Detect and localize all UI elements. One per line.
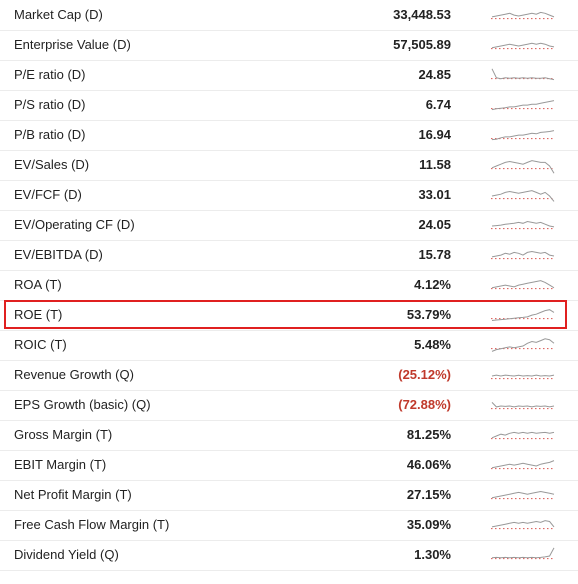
sparkline-chart <box>491 245 555 267</box>
metric-label[interactable]: Dividend Yield (Q) <box>14 547 119 562</box>
metric-value: 46.06% <box>406 457 451 472</box>
metric-value: 16.94 <box>418 127 451 142</box>
metric-label[interactable]: Free Cash Flow Margin (T) <box>14 517 170 532</box>
metric-row[interactable]: Free Cash Flow Margin (T) 35.09% <box>0 511 578 541</box>
metric-row[interactable]: ROE (T) 53.79% <box>0 301 578 331</box>
metric-row[interactable]: EV/Operating CF (D) 24.05 <box>0 211 578 241</box>
metric-row[interactable]: P/E ratio (D) 24.85 <box>0 61 578 91</box>
metric-label[interactable]: EPS Growth (basic) (Q) <box>14 397 151 412</box>
metric-row[interactable]: Enterprise Value (D) 57,505.89 <box>0 31 578 61</box>
sparkline-chart <box>491 5 555 27</box>
metric-value: 6.74 <box>425 97 451 112</box>
sparkline-trend <box>491 250 555 258</box>
metric-value: 33.01 <box>418 187 451 202</box>
metric-value: 1.30% <box>414 547 451 562</box>
metric-row[interactable]: EV/EBITDA (D) 15.78 <box>0 241 578 271</box>
metric-label[interactable]: EV/Operating CF (D) <box>14 217 135 232</box>
sparkline-chart <box>491 335 555 357</box>
metric-label[interactable]: Gross Margin (T) <box>14 427 113 442</box>
metric-label[interactable]: EBIT Margin (T) <box>14 457 107 472</box>
sparkline-trend <box>491 402 555 408</box>
metric-value: 33,448.53 <box>393 7 451 22</box>
metric-value: 35.09% <box>406 517 451 532</box>
metric-row[interactable]: EBIT Margin (T) 46.06% <box>0 451 578 481</box>
metric-label[interactable]: P/B ratio (D) <box>14 127 86 142</box>
metric-label[interactable]: Net Profit Margin (T) <box>14 487 132 502</box>
metric-value: 81.25% <box>406 427 451 442</box>
metric-label[interactable]: EV/Sales (D) <box>14 157 90 172</box>
sparkline-trend <box>491 374 555 377</box>
metric-row[interactable]: Dividend Yield (Q) 1.30% <box>0 541 578 571</box>
metric-row[interactable]: Market Cap (D) 33,448.53 <box>0 1 578 31</box>
metric-value: 27.15% <box>406 487 451 502</box>
sparkline-trend <box>491 490 555 499</box>
sparkline-trend <box>491 338 555 352</box>
sparkline-chart <box>491 365 555 387</box>
sparkline-chart <box>491 305 555 327</box>
sparkline-chart <box>491 485 555 507</box>
sparkline-chart <box>491 65 555 87</box>
metric-row[interactable]: Revenue Growth (Q) (25.12%) <box>0 361 578 391</box>
metric-value: 24.85 <box>418 67 451 82</box>
metric-value: 57,505.89 <box>393 37 451 52</box>
metric-row[interactable]: EPS Growth (basic) (Q) (72.88%) <box>0 391 578 421</box>
sparkline-chart <box>491 35 555 57</box>
sparkline-chart <box>491 275 555 297</box>
metric-label[interactable]: ROA (T) <box>14 277 62 292</box>
sparkline-trend <box>491 130 555 141</box>
metric-row[interactable]: ROA (T) 4.12% <box>0 271 578 301</box>
sparkline-trend <box>491 309 555 321</box>
metric-row[interactable]: ROIC (T) 5.48% <box>0 331 578 361</box>
metric-value: 4.12% <box>414 277 451 292</box>
sparkline-trend <box>491 68 555 81</box>
metric-label[interactable]: ROIC (T) <box>14 337 67 352</box>
metric-label[interactable]: Enterprise Value (D) <box>14 37 131 52</box>
metric-row[interactable]: Net Profit Margin (T) 27.15% <box>0 481 578 511</box>
metric-row[interactable]: EV/FCF (D) 33.01 <box>0 181 578 211</box>
metric-value: 15.78 <box>418 247 451 262</box>
sparkline-chart <box>491 455 555 477</box>
sparkline-chart <box>491 185 555 207</box>
metric-label[interactable]: EV/FCF (D) <box>14 187 82 202</box>
metric-label[interactable]: P/E ratio (D) <box>14 67 86 82</box>
metric-label[interactable]: EV/EBITDA (D) <box>14 247 103 262</box>
sparkline-chart <box>491 395 555 417</box>
metric-label[interactable]: P/S ratio (D) <box>14 97 86 112</box>
sparkline-trend <box>491 11 555 18</box>
metric-value: 53.79% <box>406 307 451 322</box>
metric-label[interactable]: ROE (T) <box>14 307 63 322</box>
sparkline-chart <box>491 95 555 117</box>
sparkline-chart <box>491 155 555 177</box>
sparkline-trend <box>491 547 555 559</box>
metric-value: (72.88%) <box>398 397 451 412</box>
metric-row[interactable]: Gross Margin (T) 81.25% <box>0 421 578 451</box>
metric-value: 5.48% <box>414 337 451 352</box>
sparkline-trend <box>491 100 555 111</box>
sparkline-trend <box>491 42 555 49</box>
sparkline-chart <box>491 515 555 537</box>
metric-row[interactable]: P/B ratio (D) 16.94 <box>0 121 578 151</box>
metric-label[interactable]: Market Cap (D) <box>14 7 103 22</box>
sparkline-chart <box>491 125 555 147</box>
sparkline-chart <box>491 215 555 237</box>
metric-row[interactable]: P/S ratio (D) 6.74 <box>0 91 578 121</box>
metric-value: (25.12%) <box>398 367 451 382</box>
metric-value: 24.05 <box>418 217 451 232</box>
sparkline-chart <box>491 545 555 567</box>
sparkline-trend <box>491 431 555 439</box>
sparkline-chart <box>491 425 555 447</box>
sparkline-trend <box>491 280 555 289</box>
sparkline-trend <box>491 520 555 528</box>
metric-value: 11.58 <box>419 157 451 172</box>
sparkline-trend <box>491 160 555 174</box>
sparkline-trend <box>491 190 555 202</box>
metric-label[interactable]: Revenue Growth (Q) <box>14 367 134 382</box>
sparkline-trend <box>491 220 555 228</box>
metric-row[interactable]: EV/Sales (D) 11.58 <box>0 151 578 181</box>
sparkline-trend <box>491 460 555 469</box>
